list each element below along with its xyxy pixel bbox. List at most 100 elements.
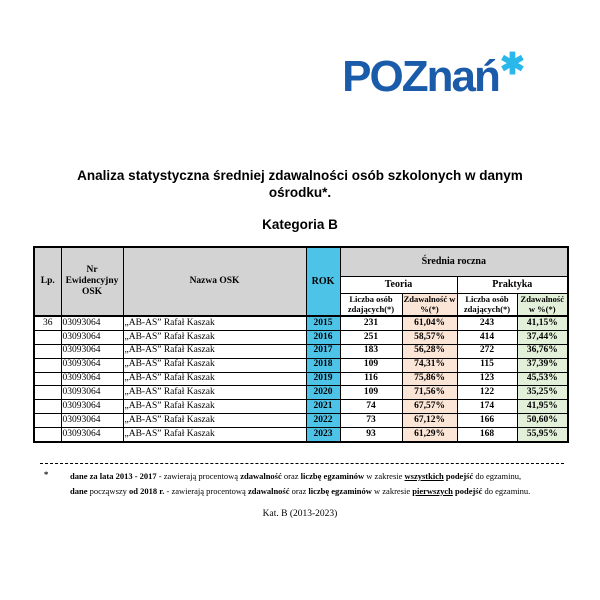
footnote-line: dane za lata 2013 - 2017 - zawierają pro… xyxy=(70,471,522,481)
cell-teoria-liczba: 116 xyxy=(339,371,403,387)
cell-rok: 2021 xyxy=(305,399,341,415)
footnote-asterisk-marker: * xyxy=(44,469,49,479)
cell-praktyka-zdawalnosc: 41,15% xyxy=(516,314,569,331)
cell-praktyka-zdawalnosc: 41,95% xyxy=(516,399,569,415)
cell-praktyka-liczba: 414 xyxy=(456,329,518,345)
cell-teoria-zdawalnosc: 74,31% xyxy=(401,357,458,373)
table-row: 03093064 „AB-AS” Rafał Kaszak 2022 73 67,12%… xyxy=(33,413,569,429)
cell-nr-ewidencyjny: 03093064 xyxy=(60,385,124,401)
col-header-teoria-liczba: Liczba osób zdających(*) xyxy=(339,292,403,317)
cell-praktyka-liczba: 243 xyxy=(456,314,518,331)
cell-nr-ewidencyjny: 03093064 xyxy=(60,413,124,429)
cell-teoria-liczba: 73 xyxy=(339,413,403,429)
cell-nazwa-osk: „AB-AS” Rafał Kaszak xyxy=(122,371,307,387)
cell-teoria-liczba: 93 xyxy=(339,427,403,443)
cell-praktyka-zdawalnosc: 45,53% xyxy=(516,371,569,387)
cell-nazwa-osk: „AB-AS” Rafał Kaszak xyxy=(122,413,307,429)
cell-praktyka-liczba: 115 xyxy=(456,357,518,373)
cell-praktyka-liczba: 174 xyxy=(456,399,518,415)
cell-lp xyxy=(33,357,62,373)
cell-rok: 2020 xyxy=(305,385,341,401)
cell-rok: 2019 xyxy=(305,371,341,387)
col-header-srednia-roczna: Średnia roczna xyxy=(339,246,569,277)
category-heading: Kategoria B xyxy=(262,217,338,232)
cell-teoria-zdawalnosc: 61,29% xyxy=(401,427,458,443)
cell-lp xyxy=(33,371,62,387)
cell-rok: 2015 xyxy=(305,314,341,331)
cell-teoria-zdawalnosc: 56,28% xyxy=(401,343,458,359)
cell-lp xyxy=(33,413,62,429)
cell-praktyka-zdawalnosc: 37,39% xyxy=(516,357,569,373)
page-title-line1: Analiza statystyczna średniej zdawalnośc… xyxy=(77,168,523,183)
col-header-rok: ROK xyxy=(305,246,341,317)
cell-teoria-zdawalnosc: 67,12% xyxy=(401,413,458,429)
cell-lp xyxy=(33,399,62,415)
cell-nazwa-osk: „AB-AS” Rafał Kaszak xyxy=(122,399,307,415)
cell-teoria-liczba: 109 xyxy=(339,385,403,401)
col-header-lp: Lp. xyxy=(33,246,62,317)
cell-praktyka-liczba: 168 xyxy=(456,427,518,443)
table-row: 36 03093064 „AB-AS” Rafał Kaszak 2015 231 61,… xyxy=(33,314,569,331)
cell-lp xyxy=(33,329,62,345)
cell-nazwa-osk: „AB-AS” Rafał Kaszak xyxy=(122,314,307,331)
cell-praktyka-zdawalnosc: 55,95% xyxy=(516,427,569,443)
cell-teoria-liczba: 231 xyxy=(339,314,403,331)
footnote-line: dane począwszy od 2018 r. - zawierają pr… xyxy=(70,486,531,496)
page-title-line2: ośrodku*. xyxy=(268,185,332,200)
cell-lp xyxy=(33,385,62,401)
table-header: Lp. Nr Ewidencyjny OSK Nazwa OSK ROK Śre… xyxy=(33,246,569,317)
table-row: 03093064 „AB-AS” Rafał Kaszak 2019 116 75,86… xyxy=(33,371,569,387)
cell-rok: 2016 xyxy=(305,329,341,345)
cell-nazwa-osk: „AB-AS” Rafał Kaszak xyxy=(122,329,307,345)
cell-lp xyxy=(33,343,62,359)
table-row: 03093064 „AB-AS” Rafał Kaszak 2018 109 74,31… xyxy=(33,357,569,373)
col-header-praktyka: Praktyka xyxy=(456,275,569,294)
col-header-teoria: Teoria xyxy=(339,275,458,294)
cell-nr-ewidencyjny: 03093064 xyxy=(60,427,124,443)
statistics-table: Lp. Nr Ewidencyjny OSK Nazwa OSK ROK Śre… xyxy=(33,246,570,444)
cell-lp xyxy=(33,427,62,443)
cell-praktyka-liczba: 122 xyxy=(456,385,518,401)
cell-rok: 2023 xyxy=(305,427,341,443)
col-header-nr-ewidencyjny: Nr Ewidencyjny OSK xyxy=(60,246,124,317)
cell-nr-ewidencyjny: 03093064 xyxy=(60,329,124,345)
cell-teoria-zdawalnosc: 67,57% xyxy=(401,399,458,415)
table-row: 03093064 „AB-AS” Rafał Kaszak 2023 93 61,29%… xyxy=(33,427,569,443)
cell-nazwa-osk: „AB-AS” Rafał Kaszak xyxy=(122,427,307,443)
cell-rok: 2017 xyxy=(305,343,341,359)
cell-nazwa-osk: „AB-AS” Rafał Kaszak xyxy=(122,343,307,359)
cell-teoria-liczba: 251 xyxy=(339,329,403,345)
cell-nr-ewidencyjny: 03093064 xyxy=(60,357,124,373)
cell-nazwa-osk: „AB-AS” Rafał Kaszak xyxy=(122,357,307,373)
cell-teoria-liczba: 109 xyxy=(339,357,403,373)
cell-teoria-liczba: 183 xyxy=(339,343,403,359)
table-body: 36 03093064 „AB-AS” Rafał Kaszak 2015 231 61,… xyxy=(33,314,569,443)
cell-praktyka-zdawalnosc: 36,76% xyxy=(516,343,569,359)
poznan-logo: POZnań✱ xyxy=(342,48,525,102)
table-row: 03093064 „AB-AS” Rafał Kaszak 2020 109 71,56… xyxy=(33,385,569,401)
cell-teoria-zdawalnosc: 58,57% xyxy=(401,329,458,345)
footnote-text: dane za lata 2013 - 2017 - zawierają pro… xyxy=(70,469,564,499)
footer-caption: Kat. B (2013-2023) xyxy=(262,509,338,519)
cell-praktyka-zdawalnosc: 50,60% xyxy=(516,413,569,429)
cell-nr-ewidencyjny: 03093064 xyxy=(60,343,124,359)
col-header-nazwa-osk: Nazwa OSK xyxy=(122,246,307,317)
col-header-praktyka-liczba: Liczba osób zdających(*) xyxy=(456,292,518,317)
cell-praktyka-zdawalnosc: 37,44% xyxy=(516,329,569,345)
cell-nr-ewidencyjny: 03093064 xyxy=(60,371,124,387)
cell-teoria-liczba: 74 xyxy=(339,399,403,415)
cell-praktyka-liczba: 272 xyxy=(456,343,518,359)
cell-rok: 2018 xyxy=(305,357,341,373)
cell-rok: 2022 xyxy=(305,413,341,429)
col-header-praktyka-zdawalnosc: Zdawalność w %(*) xyxy=(516,292,569,317)
cell-praktyka-liczba: 123 xyxy=(456,371,518,387)
page-title: Analiza statystyczna średniej zdawalnośc… xyxy=(20,167,580,201)
poznan-logo-text: POZnań xyxy=(342,52,501,101)
cell-teoria-zdawalnosc: 75,86% xyxy=(401,371,458,387)
col-header-teoria-zdawalnosc: Zdawalność w %(*) xyxy=(401,292,458,317)
cell-praktyka-zdawalnosc: 35,25% xyxy=(516,385,569,401)
cell-praktyka-liczba: 166 xyxy=(456,413,518,429)
cell-lp: 36 xyxy=(33,314,62,331)
footnote: * dane za lata 2013 - 2017 - zawierają p… xyxy=(40,463,564,499)
poznan-logo-asterisk-icon: ✱ xyxy=(499,48,525,81)
